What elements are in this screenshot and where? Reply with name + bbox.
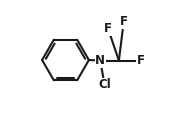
Text: F: F (120, 15, 128, 28)
Text: F: F (104, 22, 112, 35)
Text: F: F (137, 54, 144, 67)
Text: Cl: Cl (98, 78, 111, 91)
Text: N: N (95, 54, 105, 67)
